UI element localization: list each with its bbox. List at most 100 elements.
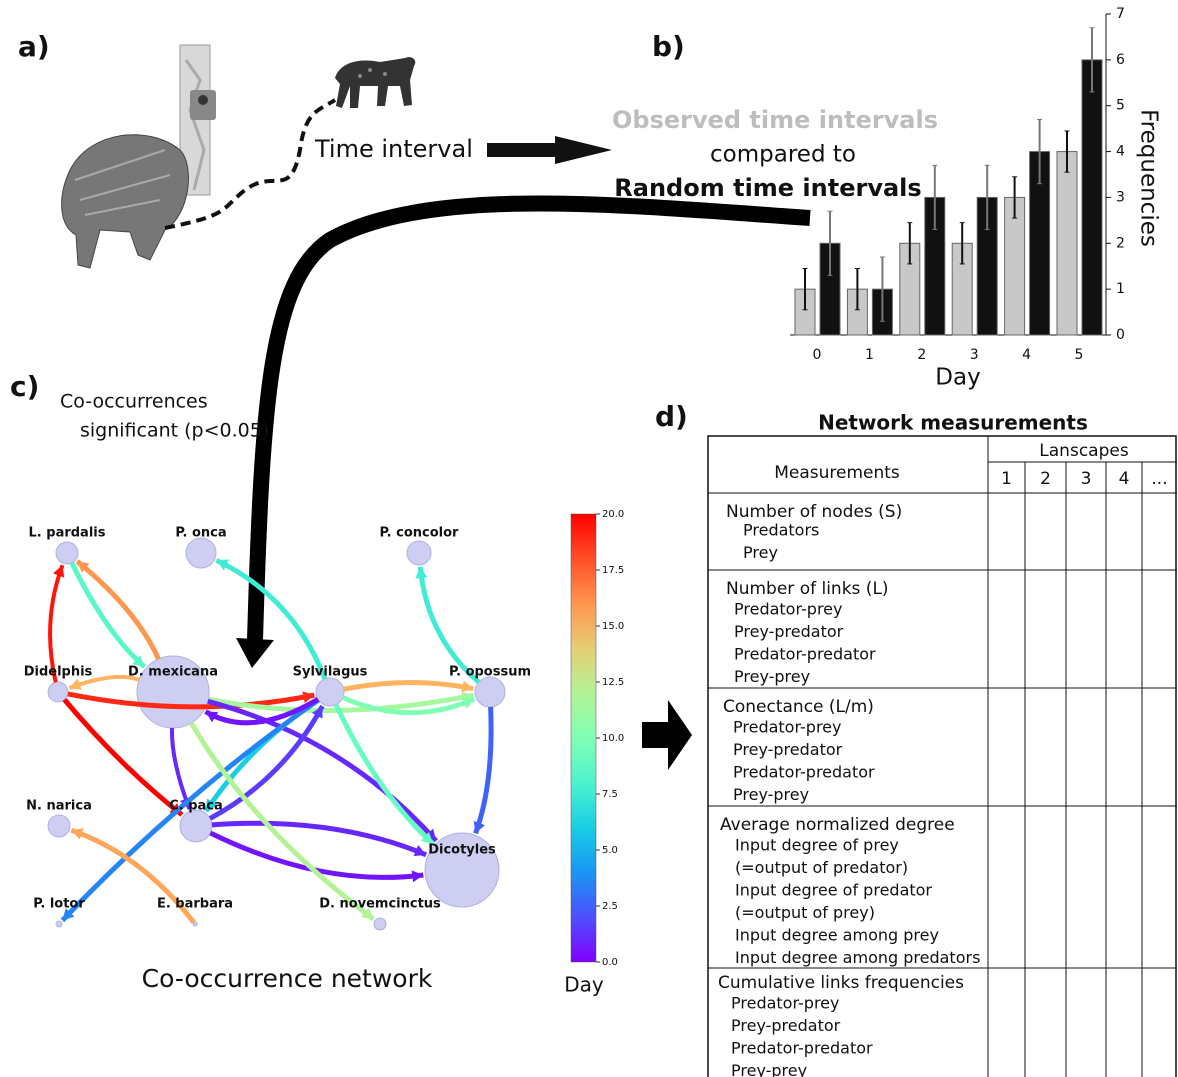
node	[186, 538, 216, 568]
time-interval-label: Time interval	[314, 135, 473, 163]
arrow-head	[555, 136, 612, 164]
peccary	[62, 135, 189, 268]
table-title: Network measurements	[818, 411, 1088, 435]
y-tick-label: 6	[1116, 52, 1125, 68]
y-tick-label: 2	[1116, 235, 1125, 251]
y-tick-label: 0	[1116, 327, 1125, 343]
node-label: D. mexicana	[128, 665, 218, 680]
node-label: N. narica	[26, 799, 92, 814]
bar	[1057, 152, 1077, 335]
group-item: Input degree among prey	[735, 926, 939, 945]
x-tick-label: 3	[970, 347, 979, 363]
edge-arrow	[415, 567, 427, 579]
node-label: Dicotyles	[428, 843, 496, 858]
column-label: 2	[1040, 469, 1051, 489]
x-tick-label: 1	[865, 347, 874, 363]
node	[56, 542, 78, 564]
x-tick-label: 4	[1022, 347, 1031, 363]
table: Network measurementsMeasurementsLanscape…	[708, 411, 1177, 1077]
group-heading: Conectance (L/m)	[723, 697, 874, 717]
y-axis-title: Frequencies	[1136, 109, 1162, 247]
column-label: ...	[1151, 469, 1167, 489]
edge	[191, 723, 373, 919]
colorbar-tick-label: 20.0	[602, 509, 624, 520]
group-heading: Number of nodes (S)	[726, 502, 902, 522]
group-item: Input degree of prey	[735, 836, 899, 855]
compared-label: compared to	[710, 142, 856, 168]
node	[316, 678, 344, 706]
figure: a) b) c) d) Time interval 01234567012345…	[0, 0, 1178, 1077]
network: L. pardalis P. onca P. concolor Didelphis D.…	[24, 526, 531, 931]
panel-label: b)	[652, 30, 685, 63]
panel-label: a)	[18, 30, 50, 63]
group-item: Input degree among predators	[735, 948, 980, 967]
node-label: C. paca	[169, 799, 223, 814]
edge	[172, 728, 190, 809]
group-item: Prey-predator	[733, 740, 843, 759]
colorbar-tick-label: 7.5	[602, 789, 618, 800]
node-label: P. concolor	[380, 526, 460, 541]
node-label: Didelphis	[24, 665, 93, 680]
node-label: P. lotor	[33, 897, 85, 912]
colorbar-tick-label: 15.0	[602, 621, 624, 632]
colorbar-tick-label: 10.0	[602, 733, 624, 744]
group-item: Prey-predator	[731, 1016, 841, 1035]
group-item: (=output of predator)	[735, 858, 908, 877]
observed-label: Observed time intervals	[612, 106, 938, 134]
group-item: Predator-predator	[731, 1039, 873, 1058]
edge	[216, 560, 325, 679]
panel-label: c)	[10, 370, 39, 403]
group-item: Predator-prey	[731, 994, 839, 1013]
table-group-header: Lanscapes	[1039, 441, 1129, 461]
bar	[1082, 60, 1102, 335]
x-axis-title: Day	[935, 365, 980, 391]
colorbar-tick-label: 5.0	[602, 845, 618, 856]
node-label: E. barbara	[157, 897, 233, 912]
group-heading: Number of links (L)	[726, 579, 889, 599]
arrow-head	[236, 638, 274, 668]
group-item: Prey-predator	[734, 622, 844, 641]
node	[475, 677, 505, 707]
note-line: Co-occurrences	[60, 391, 208, 413]
arrow	[642, 700, 692, 770]
edge	[77, 561, 158, 659]
random-label: Random time intervals	[614, 174, 921, 202]
x-tick-label: 5	[1075, 347, 1084, 363]
y-tick-label: 7	[1116, 6, 1125, 22]
node-label: D. novemcinctus	[319, 897, 441, 912]
node	[407, 541, 431, 565]
group-heading: Average normalized degree	[720, 815, 955, 835]
node	[56, 921, 62, 927]
x-tick-label: 0	[813, 347, 822, 363]
node	[193, 922, 197, 926]
colorbar-scale	[571, 514, 596, 962]
y-tick-label: 5	[1116, 98, 1125, 114]
group-item: Predator-prey	[734, 600, 842, 619]
edge	[475, 707, 491, 833]
group-heading: Cumulative links frequencies	[718, 973, 964, 993]
group-item: Prey-prey	[731, 1061, 807, 1077]
group-item: Predator-prey	[733, 718, 841, 737]
colorbar-tick-label: 17.5	[602, 565, 624, 576]
node	[48, 682, 68, 702]
column-label: 3	[1081, 469, 1092, 489]
column-label: 1	[1001, 469, 1012, 489]
node	[180, 810, 212, 842]
node-label: P. onca	[175, 526, 226, 541]
colorbar-tick-label: 12.5	[602, 677, 624, 688]
note-line: significant (p<0.05)	[80, 420, 269, 442]
group-item: Prey-prey	[734, 667, 810, 686]
colorbar-tick-label: 2.5	[602, 901, 618, 912]
node	[48, 815, 70, 837]
x-tick-label: 2	[917, 347, 926, 363]
network-title: Co-occurrence network	[142, 964, 433, 993]
y-tick-label: 1	[1116, 281, 1125, 297]
jaguar	[335, 57, 415, 108]
node	[374, 918, 386, 930]
group-item: Predator-predator	[733, 763, 875, 782]
group-item: Prey-prey	[733, 785, 809, 804]
node-label: L. pardalis	[29, 526, 106, 541]
curved-arrow	[255, 203, 810, 640]
y-tick-label: 4	[1116, 144, 1125, 160]
